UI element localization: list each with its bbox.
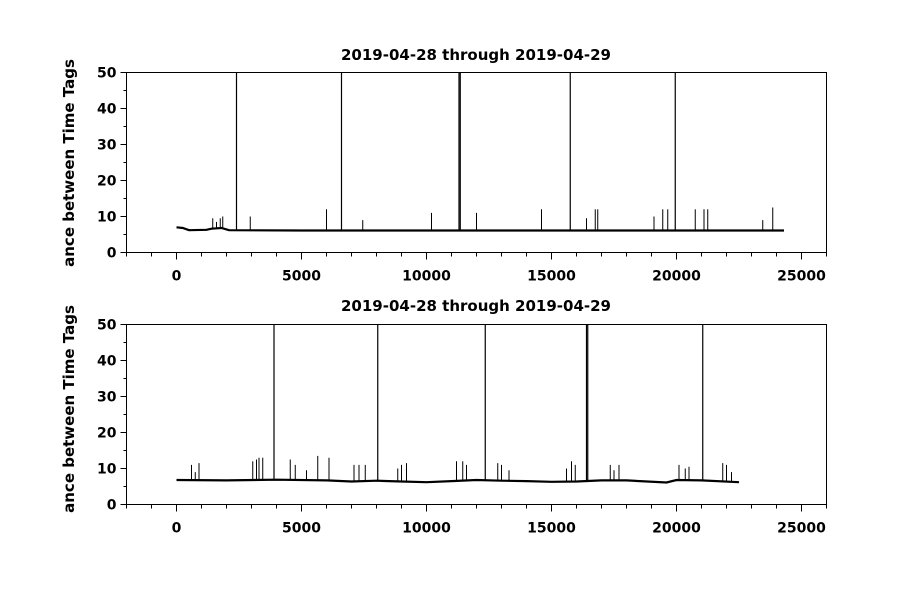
x-tick-label: 20000	[652, 521, 701, 537]
x-tick-label: 20000	[652, 269, 701, 285]
chart-top: 2019-04-28 through 2019-04-29 ance betwe…	[60, 46, 827, 285]
chart-bottom: 2019-04-28 through 2019-04-29 ance betwe…	[60, 297, 827, 537]
data-series	[176, 72, 784, 232]
x-tick-label: 0	[172, 269, 182, 285]
axis-ticks: 0 10 20 30 40 50 0 5000 10000 15000 20000 25000	[97, 318, 827, 537]
series-baseline	[176, 478, 740, 484]
y-axis-label: ance between Time Tags	[60, 59, 78, 267]
data-series	[176, 324, 740, 484]
y-tick-label: 10	[97, 462, 117, 478]
x-tick-label: 10000	[402, 521, 451, 537]
y-tick-label: 20	[97, 174, 117, 190]
chart-title: 2019-04-28 through 2019-04-29	[341, 46, 611, 64]
x-tick-label: 25000	[777, 269, 826, 285]
series-baseline	[176, 226, 784, 232]
x-tick-label: 0	[172, 521, 182, 537]
axis-ticks: 0 10 20 30 40 50 0 5000 10000 15000 20000 25000	[97, 66, 827, 285]
y-tick-label: 0	[107, 246, 117, 262]
y-tick-label: 50	[97, 66, 117, 82]
x-tick-label: 5000	[282, 521, 321, 537]
x-tick-label: 25000	[777, 521, 826, 537]
x-tick-label: 10000	[402, 269, 451, 285]
x-tick-label: 15000	[527, 521, 576, 537]
x-tick-label: 15000	[527, 269, 576, 285]
plot-frame	[126, 72, 827, 253]
y-tick-label: 40	[97, 102, 117, 118]
y-axis-label: ance between Time Tags	[60, 305, 78, 513]
y-tick-label: 0	[107, 498, 117, 514]
y-tick-label: 40	[97, 354, 117, 370]
y-tick-label: 30	[97, 390, 117, 406]
y-tick-label: 10	[97, 210, 117, 226]
plot-frame	[126, 324, 827, 505]
y-tick-label: 30	[97, 138, 117, 154]
y-tick-label: 50	[97, 318, 117, 334]
x-tick-label: 5000	[282, 269, 321, 285]
chart-title: 2019-04-28 through 2019-04-29	[341, 297, 611, 315]
y-tick-label: 20	[97, 426, 117, 442]
